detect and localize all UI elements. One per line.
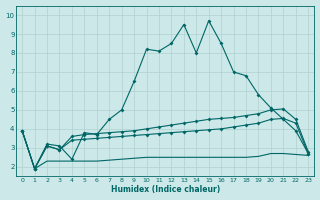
- X-axis label: Humidex (Indice chaleur): Humidex (Indice chaleur): [111, 185, 220, 194]
